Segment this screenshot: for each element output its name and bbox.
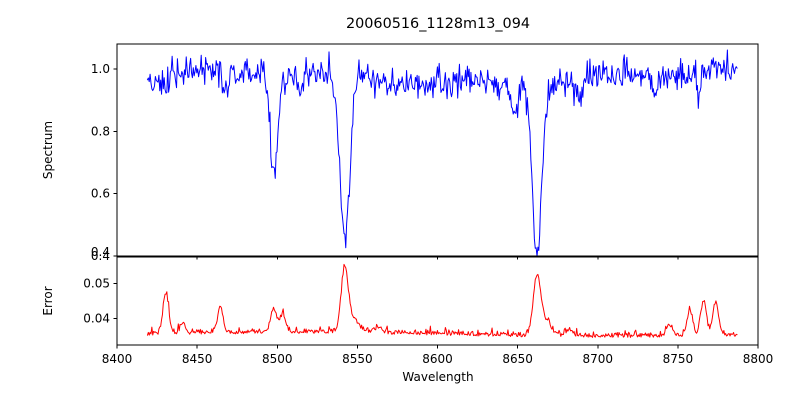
spectrum-panel: 0.4 0.6 0.8 1.0 Spectrum	[41, 43, 759, 263]
x-tick-labels: 8400 8450 8500 8550 8600 8650 8700 8750 8800	[102, 352, 774, 366]
x-tick-label: 8650	[502, 352, 533, 366]
error-panel: 0.04 0.05 0.4 8400 8450 8500 8550 8600 8650 8700…	[41, 245, 773, 384]
x-tick-label: 8450	[182, 352, 213, 366]
error-data-line	[146, 263, 738, 338]
x-tick-label: 8400	[102, 352, 133, 366]
x-tick-label: 8750	[663, 352, 694, 366]
spectrum-y-tick-lowest: 0.4	[91, 245, 110, 259]
error-y-tick: 0.04	[83, 312, 110, 326]
error-tick-marks	[113, 282, 759, 349]
spectrum-tick-marks	[113, 68, 759, 260]
x-tick-label: 8550	[342, 352, 373, 366]
x-tick-label: 8700	[582, 352, 613, 366]
spectrum-y-tick-labels: 0.4 0.6 0.8 1.0	[91, 62, 110, 263]
spectrum-y-tick: 0.6	[91, 187, 110, 201]
spectrum-y-axis-label: Spectrum	[41, 121, 55, 179]
spectrum-y-tick: 1.0	[91, 62, 110, 76]
spectrum-y-tick: 0.4	[91, 249, 110, 263]
error-y-tick: 0.05	[83, 276, 110, 290]
spectrum-axes-frame	[116, 43, 759, 257]
spectrum-y-tick: 0.8	[91, 124, 110, 138]
spectrum-data-line	[146, 49, 738, 257]
x-tick-label: 8600	[422, 352, 453, 366]
x-tick-label: 8800	[743, 352, 774, 366]
error-y-tick-labels: 0.04 0.05 0.4	[83, 245, 110, 326]
figure-title: 20060516_1128m13_094	[346, 16, 530, 32]
x-axis-label: Wavelength	[402, 370, 473, 384]
error-axes-frame	[116, 256, 759, 346]
error-y-axis-label: Error	[41, 286, 55, 315]
x-tick-label: 8500	[262, 352, 293, 366]
